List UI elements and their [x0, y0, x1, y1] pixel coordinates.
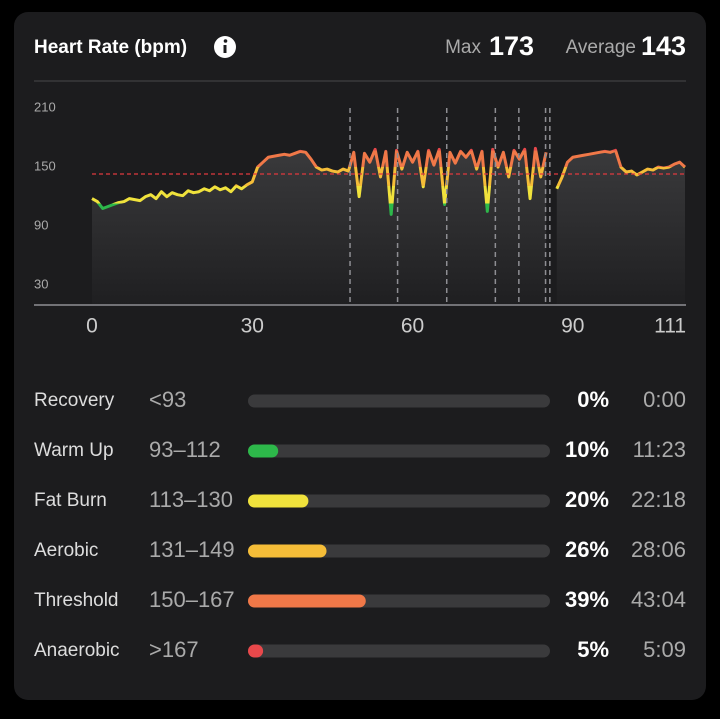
heart-rate-line	[91, 146, 687, 216]
info-icon[interactable]	[214, 36, 236, 58]
zone-range: 150–167	[149, 587, 235, 612]
zone-range: 93–112	[149, 437, 221, 462]
x-tick-label: 30	[241, 315, 264, 338]
average-label: Average	[566, 37, 636, 58]
area-fill	[556, 150, 685, 305]
zone-name: Aerobic	[34, 540, 98, 561]
zone-time: 28:06	[631, 537, 686, 562]
zone-range: <93	[149, 387, 186, 412]
zone-range: 113–130	[149, 487, 233, 512]
zone-range: >167	[149, 637, 199, 662]
zone-bar	[248, 444, 279, 458]
zone-bar	[248, 644, 264, 658]
zone-time: 22:18	[631, 487, 686, 512]
zone-name: Threshold	[34, 590, 119, 611]
zone-percent: 39%	[565, 587, 609, 612]
zone-name: Fat Burn	[34, 490, 107, 511]
info-stem	[223, 45, 227, 53]
card-title: Heart Rate (bpm)	[34, 37, 187, 58]
zone-percent: 26%	[565, 537, 609, 562]
zone-name: Warm Up	[34, 440, 114, 461]
zone-percent: 20%	[565, 487, 609, 512]
x-tick-label: 0	[86, 315, 98, 338]
max-label: Max	[445, 37, 481, 58]
zone-time: 5:09	[643, 637, 686, 662]
zone-bar	[248, 494, 309, 508]
average-value: 143	[641, 31, 686, 61]
y-tick-label: 150	[34, 159, 56, 174]
y-tick-label: 90	[34, 218, 48, 233]
zone-percent: 0%	[577, 387, 609, 412]
zone-name: Anaerobic	[34, 640, 120, 661]
zone-bar	[248, 544, 327, 558]
x-tick-label: 60	[401, 315, 424, 338]
y-tick-label: 210	[34, 99, 56, 114]
zone-track	[248, 394, 550, 408]
y-tick-label: 30	[34, 277, 48, 292]
zone-bar	[248, 594, 366, 608]
zone-track	[248, 644, 550, 658]
zone-range: 131–149	[149, 537, 235, 562]
area-fill	[92, 148, 547, 305]
zone-track	[248, 494, 550, 508]
zone-percent: 10%	[565, 437, 609, 462]
zone-percent: 5%	[577, 637, 609, 662]
max-value: 173	[489, 31, 534, 61]
zone-name: Recovery	[34, 390, 115, 411]
zone-track	[248, 444, 550, 458]
zone-time: 0:00	[643, 387, 686, 412]
zone-list: Recovery <93 0% 0:00 Warm Up 93–112 10% 11:23 Fa…	[34, 387, 686, 662]
x-tick-label: 111	[654, 315, 686, 338]
x-tick-label: 90	[561, 315, 584, 338]
info-dot	[223, 39, 228, 43]
zone-time: 43:04	[631, 587, 686, 612]
zone-time: 11:23	[633, 437, 686, 462]
heart-rate-chart: 210 150 90 30 0 30 60 90 111	[34, 99, 687, 338]
